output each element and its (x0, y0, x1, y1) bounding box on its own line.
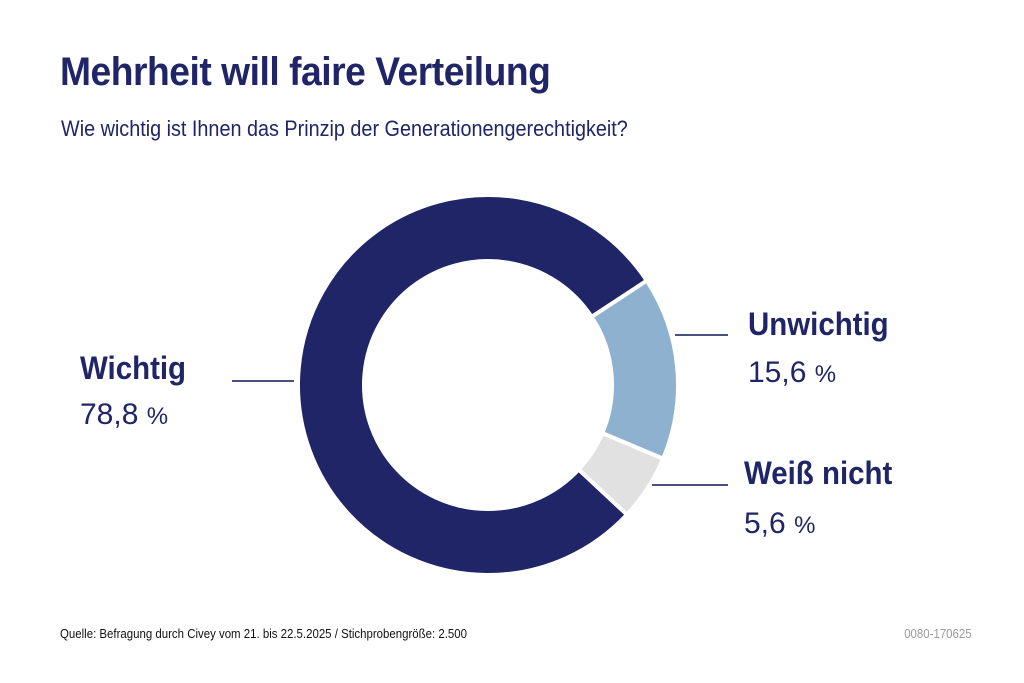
value-unit: % (794, 512, 816, 539)
slice-weiss-nicht (575, 430, 666, 518)
label-unwichtig-value: 15,6 % (748, 356, 836, 390)
donut-slices (296, 193, 680, 577)
leader-lines (232, 334, 728, 486)
label-weiss-nicht-name: Weiß nicht (744, 455, 893, 491)
value-number: 5,6 (744, 507, 786, 540)
value-number: 78,8 (80, 398, 139, 431)
graphic-id: 0080-170625 (904, 626, 972, 641)
label-unwichtig-name: Unwichtig (748, 306, 889, 342)
value-number: 15,6 (748, 356, 807, 389)
value-unit: % (814, 361, 837, 388)
value-unit: % (146, 403, 169, 430)
chart-title: Mehrheit will faire Verteilung (60, 50, 551, 94)
source-note: Quelle: Befragung durch Civey vom 21. bi… (60, 626, 468, 641)
label-wichtig-name: Wichtig (80, 350, 187, 386)
label-weiss-nicht-value: 5,6 % (744, 507, 815, 541)
chart-subtitle: Wie wichtig ist Ihnen das Prinzip der Ge… (61, 116, 628, 141)
label-wichtig-value: 78,8 % (80, 398, 168, 432)
slice-wichtig (296, 193, 650, 577)
